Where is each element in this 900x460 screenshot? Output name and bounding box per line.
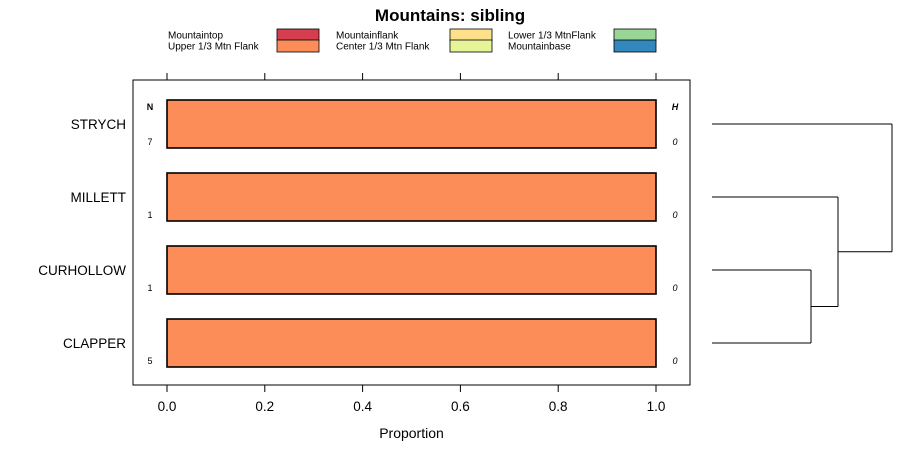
x-tick-label: 0.6 — [451, 399, 470, 414]
h-value: 0 — [672, 356, 677, 366]
bar-segment — [166, 245, 657, 295]
n-header: N — [147, 102, 154, 112]
x-tick-label: 0.4 — [353, 399, 372, 414]
x-tick-label: 0.0 — [158, 399, 177, 414]
legend-swatch — [613, 28, 657, 42]
h-value: 0 — [672, 137, 677, 147]
legend-label: Mountainflank — [336, 31, 399, 42]
x-tick-label: 0.8 — [549, 399, 568, 414]
h-value: 0 — [672, 283, 677, 293]
bar-segment — [166, 172, 657, 222]
bars — [166, 99, 657, 368]
legend-label: Center 1/3 Mtn Flank — [336, 42, 430, 53]
legend-swatch — [613, 39, 657, 53]
n-value: 7 — [147, 137, 152, 147]
legend-swatch — [276, 28, 320, 42]
x-axis-title: Proportion — [379, 425, 444, 441]
legend-label: Mountainbase — [508, 42, 571, 53]
bar-segment — [166, 99, 657, 149]
dendrogram — [712, 123, 893, 344]
h-header: H — [672, 102, 679, 112]
x-axis: 0.0 0.2 0.4 0.6 0.8 1.0 — [158, 73, 666, 414]
legend-swatch — [276, 39, 320, 53]
legend-label: Lower 1/3 MtnFlank — [508, 31, 597, 42]
n-value: 1 — [147, 210, 152, 220]
x-tick-label: 0.2 — [255, 399, 274, 414]
legend-label: Upper 1/3 Mtn Flank — [168, 42, 260, 53]
category-label: STRYCH — [71, 117, 126, 132]
x-tick-label: 1.0 — [647, 399, 666, 414]
category-labels: STRYCH MILLETT CURHOLLOW CLAPPER — [38, 117, 126, 351]
legend-swatch — [449, 28, 493, 42]
category-label: CLAPPER — [63, 336, 126, 351]
n-value: 5 — [147, 356, 152, 366]
chart-title: Mountains: sibling — [375, 6, 525, 25]
category-label: CURHOLLOW — [38, 263, 126, 278]
n-value: 1 — [147, 283, 152, 293]
plot-frame — [132, 79, 691, 386]
n-h-annotations: N H 7 01 01 05 0 — [147, 102, 679, 366]
legend-label: Mountaintop — [168, 31, 223, 42]
bar-segment — [166, 318, 657, 368]
category-label: MILLETT — [70, 190, 126, 205]
legend-swatch — [449, 39, 493, 53]
h-value: 0 — [672, 210, 677, 220]
